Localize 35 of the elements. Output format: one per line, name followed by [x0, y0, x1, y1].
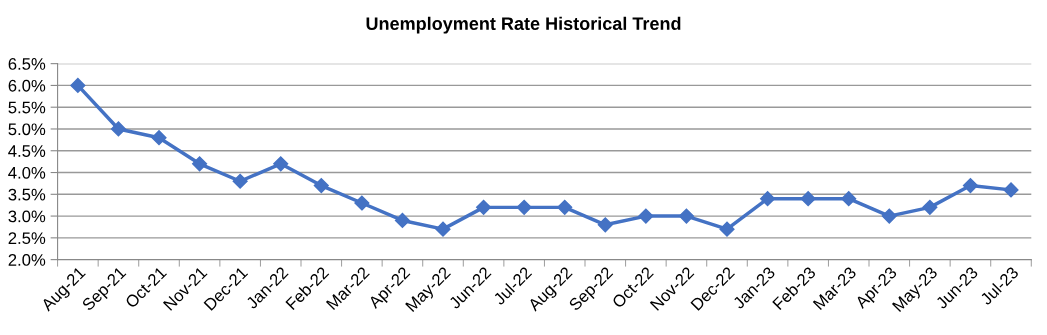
point [922, 199, 938, 215]
y-tick-label: 3.5% [8, 188, 46, 201]
point [638, 208, 654, 224]
y-tick-label: 4.5% [8, 145, 46, 157]
point [273, 156, 289, 172]
point [516, 199, 532, 215]
point [597, 217, 613, 233]
point [476, 199, 492, 215]
point [557, 199, 573, 215]
y-tick-label: 4.0% [8, 166, 46, 179]
point [678, 208, 695, 224]
point [232, 173, 248, 189]
y-tick-label: 6.5% [8, 58, 46, 70]
point [760, 191, 776, 207]
point [962, 178, 979, 194]
chart-title: Unemployment Rate Historical Trend [366, 16, 681, 34]
y-tick-label: 5.0% [8, 123, 46, 136]
point [313, 178, 329, 194]
point [800, 191, 816, 207]
point [394, 212, 411, 229]
point [881, 208, 897, 224]
y-tick-label: 2.0% [8, 254, 46, 266]
y-tick-label: 6.0% [8, 79, 46, 92]
y-tick-label: 5.5% [8, 101, 46, 114]
point [151, 130, 167, 146]
y-tick-label: 2.5% [8, 232, 46, 245]
point [70, 77, 86, 93]
y-tick-label: 3.0% [8, 210, 46, 223]
point [110, 121, 127, 137]
point [841, 191, 857, 207]
point [192, 156, 208, 172]
point [435, 221, 451, 237]
point [1003, 182, 1019, 198]
point [719, 221, 735, 237]
point [354, 195, 370, 211]
